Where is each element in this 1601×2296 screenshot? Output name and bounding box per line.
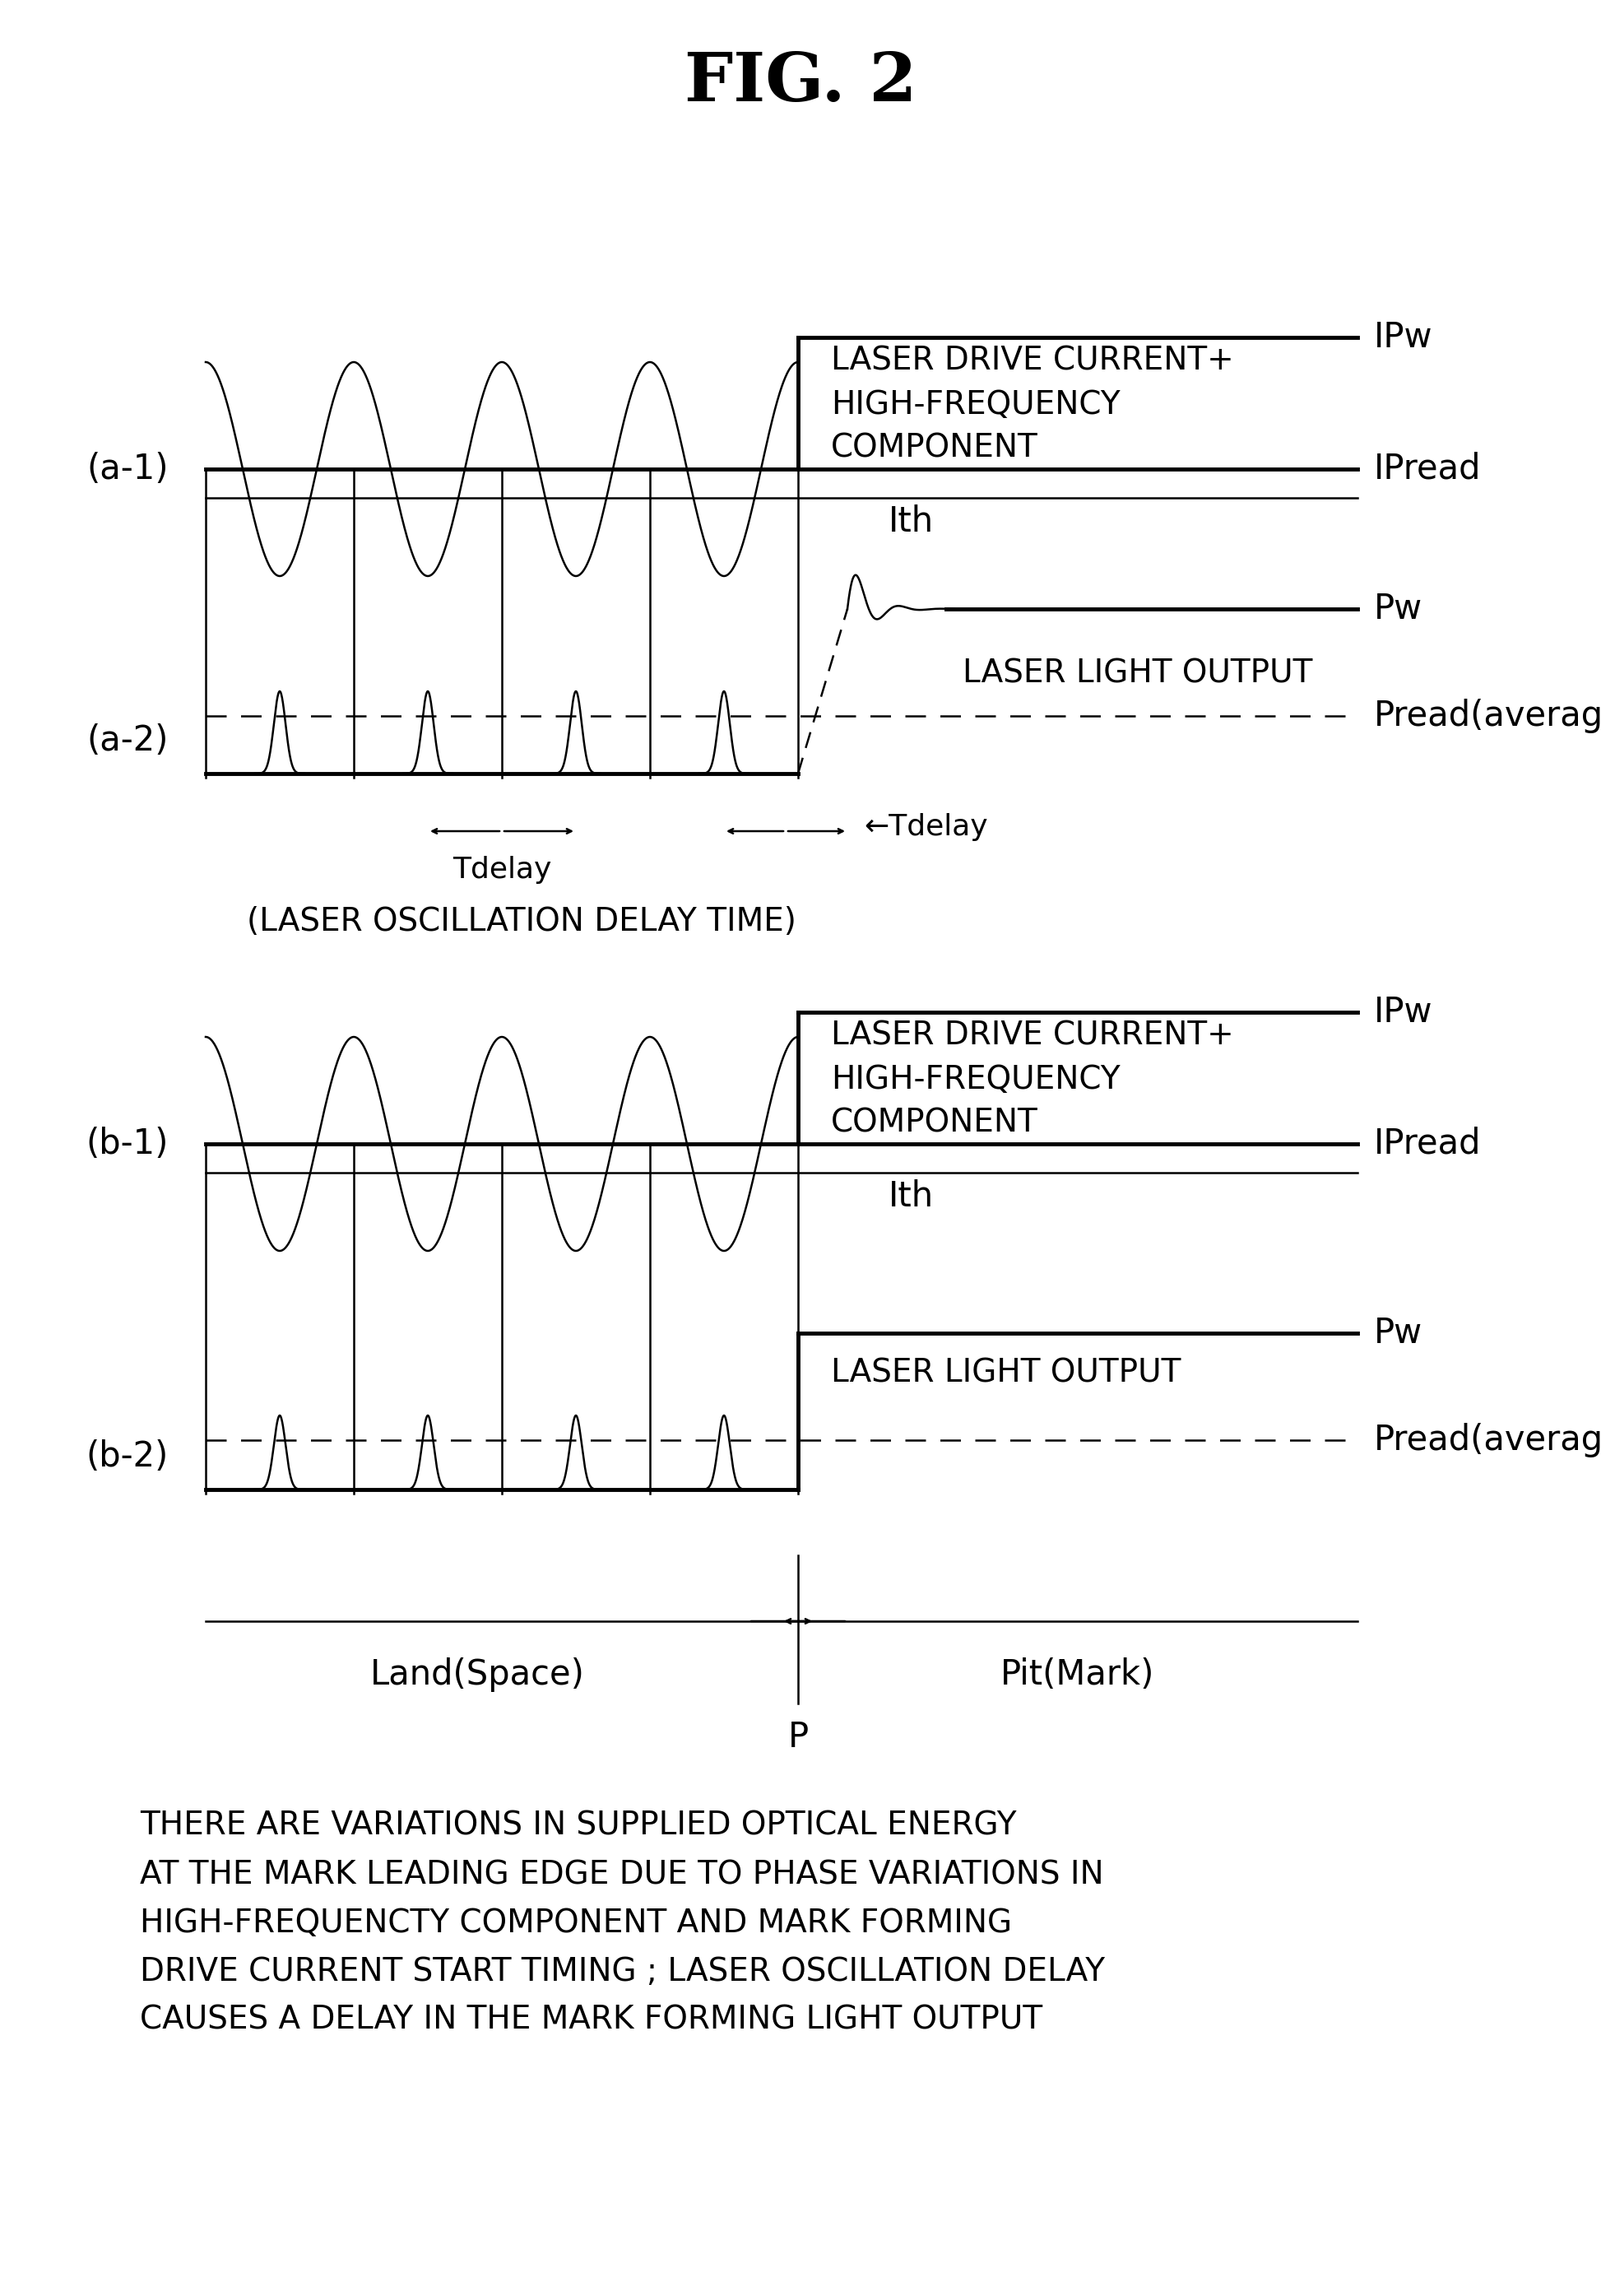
Text: IPw: IPw: [1374, 319, 1433, 354]
Text: Pread(average): Pread(average): [1374, 1424, 1601, 1458]
Text: LASER LIGHT OUTPUT: LASER LIGHT OUTPUT: [962, 659, 1313, 689]
Text: Ith: Ith: [889, 505, 933, 540]
Text: LASER DRIVE CURRENT+
HIGH-FREQUENCY
COMPONENT: LASER DRIVE CURRENT+ HIGH-FREQUENCY COMP…: [831, 347, 1234, 464]
Text: IPw: IPw: [1374, 994, 1433, 1029]
Text: (a-2): (a-2): [86, 723, 168, 758]
Text: ←Tdelay: ←Tdelay: [865, 813, 988, 840]
Text: (a-1): (a-1): [86, 452, 168, 487]
Text: LASER LIGHT OUTPUT: LASER LIGHT OUTPUT: [831, 1357, 1182, 1389]
Text: (b-1): (b-1): [86, 1127, 168, 1162]
Text: (b-2): (b-2): [86, 1440, 168, 1474]
Text: Ith: Ith: [889, 1180, 933, 1215]
Text: IPread: IPread: [1374, 452, 1481, 487]
Text: Pw: Pw: [1374, 592, 1423, 627]
Text: Pw: Pw: [1374, 1316, 1423, 1350]
Text: Pread(average): Pread(average): [1374, 698, 1601, 732]
Text: Pit(Mark): Pit(Mark): [1001, 1658, 1154, 1692]
Text: Land(Space): Land(Space): [370, 1658, 584, 1692]
Text: IPread: IPread: [1374, 1127, 1481, 1162]
Text: THERE ARE VARIATIONS IN SUPPLIED OPTICAL ENERGY
AT THE MARK LEADING EDGE DUE TO : THERE ARE VARIATIONS IN SUPPLIED OPTICAL…: [139, 1812, 1105, 2037]
Text: Tdelay: Tdelay: [453, 856, 551, 884]
Text: (LASER OSCILLATION DELAY TIME): (LASER OSCILLATION DELAY TIME): [247, 907, 796, 937]
Text: LASER DRIVE CURRENT+
HIGH-FREQUENCY
COMPONENT: LASER DRIVE CURRENT+ HIGH-FREQUENCY COMP…: [831, 1019, 1234, 1139]
Text: P: P: [788, 1720, 809, 1754]
Text: FIG. 2: FIG. 2: [684, 51, 917, 115]
